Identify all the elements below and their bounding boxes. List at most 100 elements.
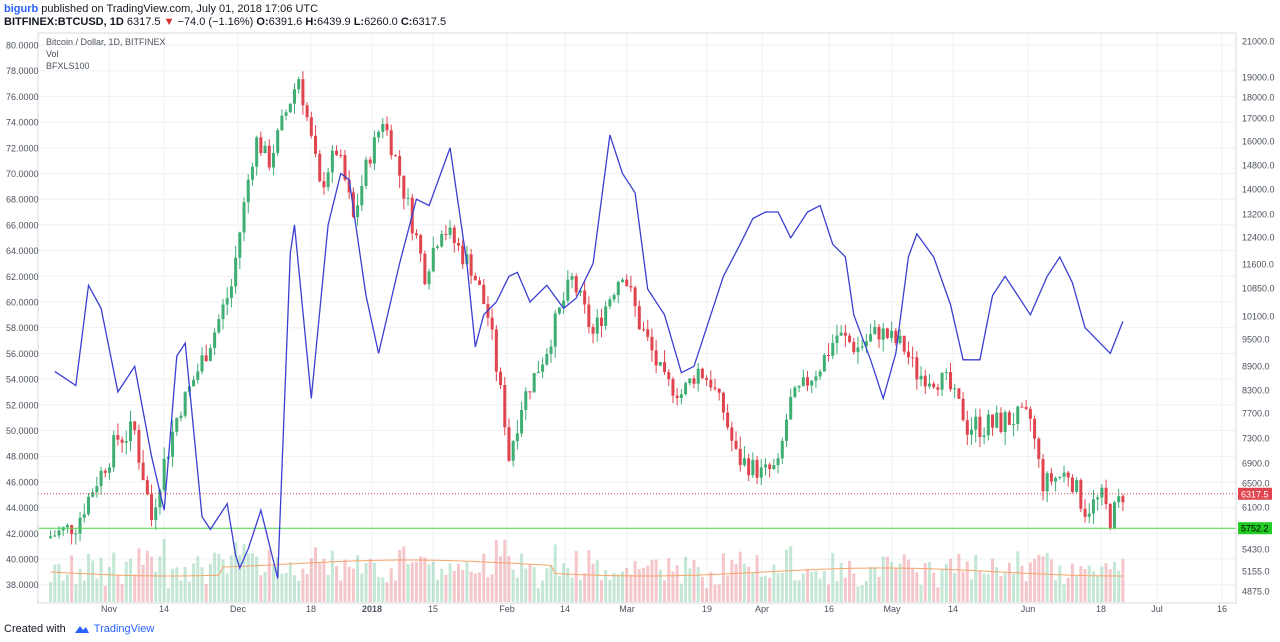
volume-bar: [385, 582, 389, 602]
volume-bar: [633, 561, 637, 602]
candle-body: [305, 105, 309, 118]
right-tick-label: 21000.0: [1242, 37, 1275, 47]
volume-bar: [284, 572, 288, 602]
candle-body: [339, 154, 343, 156]
volume-bar: [717, 584, 721, 602]
volume-layer: [49, 539, 1125, 602]
candle-body: [1054, 477, 1058, 482]
right-tick-label: 5430.0: [1242, 545, 1270, 555]
candle-body: [713, 387, 717, 389]
candle-body: [906, 351, 910, 358]
volume-bar: [423, 557, 427, 602]
candle-body: [1112, 502, 1116, 529]
candle-body: [368, 159, 372, 164]
candle-body: [478, 280, 482, 285]
candle-body: [372, 137, 376, 164]
volume-bar: [814, 571, 818, 602]
volume-bar: [95, 578, 99, 602]
volume-bar: [642, 567, 646, 602]
support-price-badge: [1238, 522, 1272, 535]
volume-bar: [1096, 575, 1100, 602]
candle-body: [608, 299, 612, 307]
x-tick-label: 19: [702, 604, 712, 614]
volume-bar: [238, 554, 242, 602]
symbol-name: BITFINEX:BTCUSD, 1D: [4, 16, 124, 28]
high-label: H:: [305, 16, 317, 28]
candle-body: [814, 376, 818, 381]
chart-area[interactable]: 6317.5 5752.2 80.0000 78.0000 76.0000 74.000…: [0, 30, 1280, 615]
candle-body: [301, 79, 305, 106]
volume-bar: [982, 573, 986, 602]
right-tick-label: 9500.0: [1242, 335, 1270, 345]
candle-body: [688, 378, 692, 384]
chart-svg[interactable]: 6317.5 5752.2 80.0000 78.0000 76.0000 74.000…: [0, 30, 1280, 615]
tradingview-logo-icon: [74, 626, 89, 633]
right-tick-label: 16000.0: [1242, 137, 1275, 147]
candle-body: [751, 459, 755, 476]
candle-body: [843, 332, 847, 336]
candle-body: [894, 330, 898, 343]
volume-bar: [587, 550, 591, 602]
candle-body: [604, 306, 608, 326]
volume-bar: [234, 542, 238, 602]
author-link[interactable]: bigurb: [4, 3, 39, 15]
right-tick-label: 8300.0: [1242, 386, 1270, 396]
candle-body: [398, 156, 402, 176]
volume-bar: [789, 546, 793, 602]
overlays-layer: 6317.5 5752.2: [38, 134, 1272, 579]
price-change: −74.0 (−1.16%): [177, 16, 254, 28]
volume-bar: [1066, 577, 1070, 602]
candle-body: [452, 227, 456, 244]
candle-body: [1108, 504, 1112, 529]
candle-body: [423, 253, 427, 285]
volume-bar: [679, 583, 683, 602]
candle-body: [448, 227, 452, 235]
volume-bar: [389, 568, 393, 602]
candle-body: [562, 300, 566, 308]
candle-body: [995, 412, 999, 428]
candle-body: [61, 527, 65, 531]
axes-layer: 80.0000 78.0000 76.0000 74.0000 72.0000 70.00…: [6, 32, 1275, 614]
volume-bar: [179, 580, 183, 602]
volume-ma-line: [50, 559, 1123, 577]
candle-body: [595, 317, 599, 334]
candle-body: [322, 181, 326, 188]
candle-body: [717, 388, 721, 393]
volume-bar: [478, 572, 482, 602]
tradingview-link[interactable]: TradingView: [93, 623, 155, 635]
volume-bar: [469, 571, 473, 602]
volume-bar: [1045, 552, 1049, 602]
candle-body: [229, 286, 233, 299]
candle-body: [1083, 508, 1087, 517]
volume-bar: [246, 553, 250, 602]
volume-bar: [772, 564, 776, 602]
candle-body: [406, 197, 410, 199]
down-arrow-icon: ▼: [163, 16, 175, 28]
volume-bar: [738, 551, 742, 602]
published-text: published on TradingView.com, July 01, 2…: [38, 3, 319, 15]
candle-body: [473, 275, 477, 281]
candle-body: [435, 246, 439, 248]
candle-body: [507, 427, 511, 461]
candle-body: [633, 287, 637, 307]
volume-bar: [318, 562, 322, 602]
candle-body: [175, 418, 179, 432]
volume-bar: [364, 562, 368, 602]
volume-bar: [970, 579, 974, 602]
volume-bar: [486, 577, 490, 602]
volume-bar: [1054, 580, 1058, 602]
volume-bar: [377, 576, 381, 602]
footer: Created with TradingView: [4, 622, 154, 636]
volume-bar: [402, 546, 406, 602]
left-tick-label: 62.0000: [6, 272, 39, 282]
candle-body: [171, 431, 175, 457]
volume-bar: [1007, 562, 1011, 602]
volume-bar: [103, 585, 107, 602]
volume-bar: [700, 576, 704, 602]
volume-bar: [1112, 561, 1116, 602]
candle-body: [74, 533, 78, 535]
volume-bar: [793, 580, 797, 602]
volume-bar: [583, 573, 587, 602]
volume-bar: [204, 584, 208, 602]
candle-body: [221, 304, 225, 320]
